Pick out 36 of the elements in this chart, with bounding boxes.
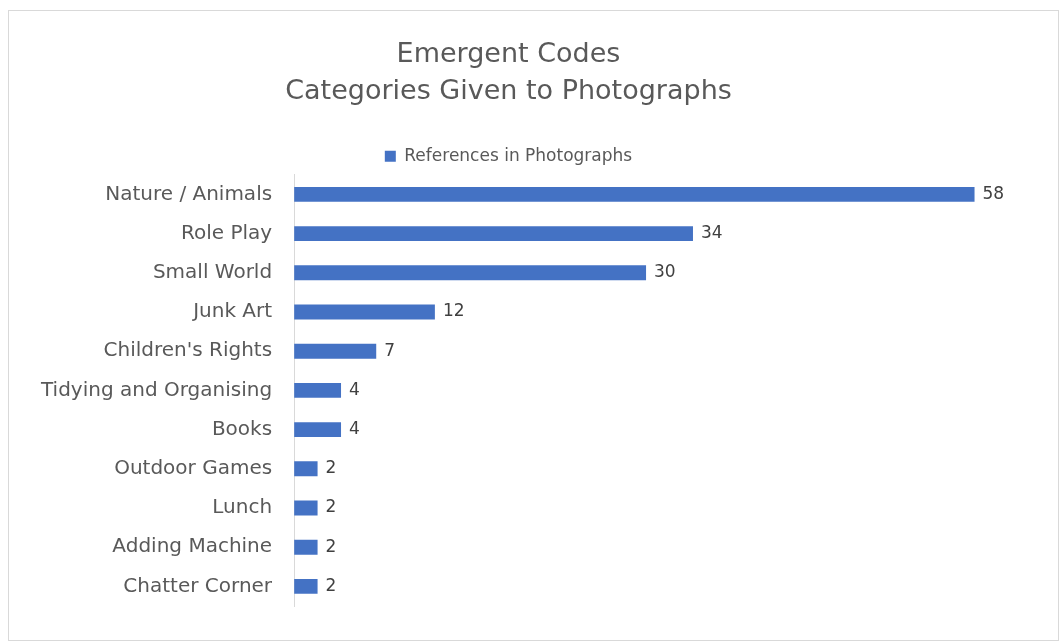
bar	[294, 578, 318, 594]
bar	[294, 539, 318, 555]
bar	[294, 226, 693, 242]
bar	[294, 186, 975, 202]
bar	[294, 382, 342, 398]
bar	[294, 343, 377, 359]
y-tick-label: Small World	[152, 259, 273, 283]
bar	[294, 422, 342, 438]
chart-title: Emergent Codes	[396, 37, 621, 69]
data-label: 30	[654, 261, 676, 282]
y-tick-label: Chatter Corner	[123, 572, 273, 597]
data-label: 12	[442, 300, 465, 321]
y-tick-label: Books	[211, 415, 273, 440]
y-tick-label: Role Play	[180, 219, 273, 244]
data-label: 4	[349, 418, 360, 439]
y-tick-label: Nature / Animals	[105, 180, 273, 205]
data-label: 58	[982, 182, 1005, 203]
bar	[294, 500, 318, 516]
bar	[294, 265, 647, 281]
data-label: 2	[325, 574, 337, 595]
y-tick-label: Tidying and Organising	[39, 376, 273, 401]
chart-subtitle: Categories Given to Photographs	[285, 73, 732, 105]
y-tick-label: Children's Rights	[103, 337, 273, 362]
y-tick-label: Adding Machine	[112, 533, 273, 558]
data-label: 34	[700, 222, 723, 243]
legend-label: References in Photographs	[404, 144, 633, 165]
data-label: 7	[384, 339, 396, 360]
y-tick-label: Junk Art	[191, 298, 273, 323]
data-label: 2	[325, 535, 337, 556]
bar	[294, 461, 318, 477]
data-label: 4	[349, 378, 360, 399]
y-tick-label: Lunch	[212, 494, 273, 519]
data-label: 2	[325, 457, 337, 478]
bar	[294, 304, 435, 320]
data-label: 2	[325, 496, 337, 517]
y-tick-label: Outdoor Games	[114, 455, 273, 479]
